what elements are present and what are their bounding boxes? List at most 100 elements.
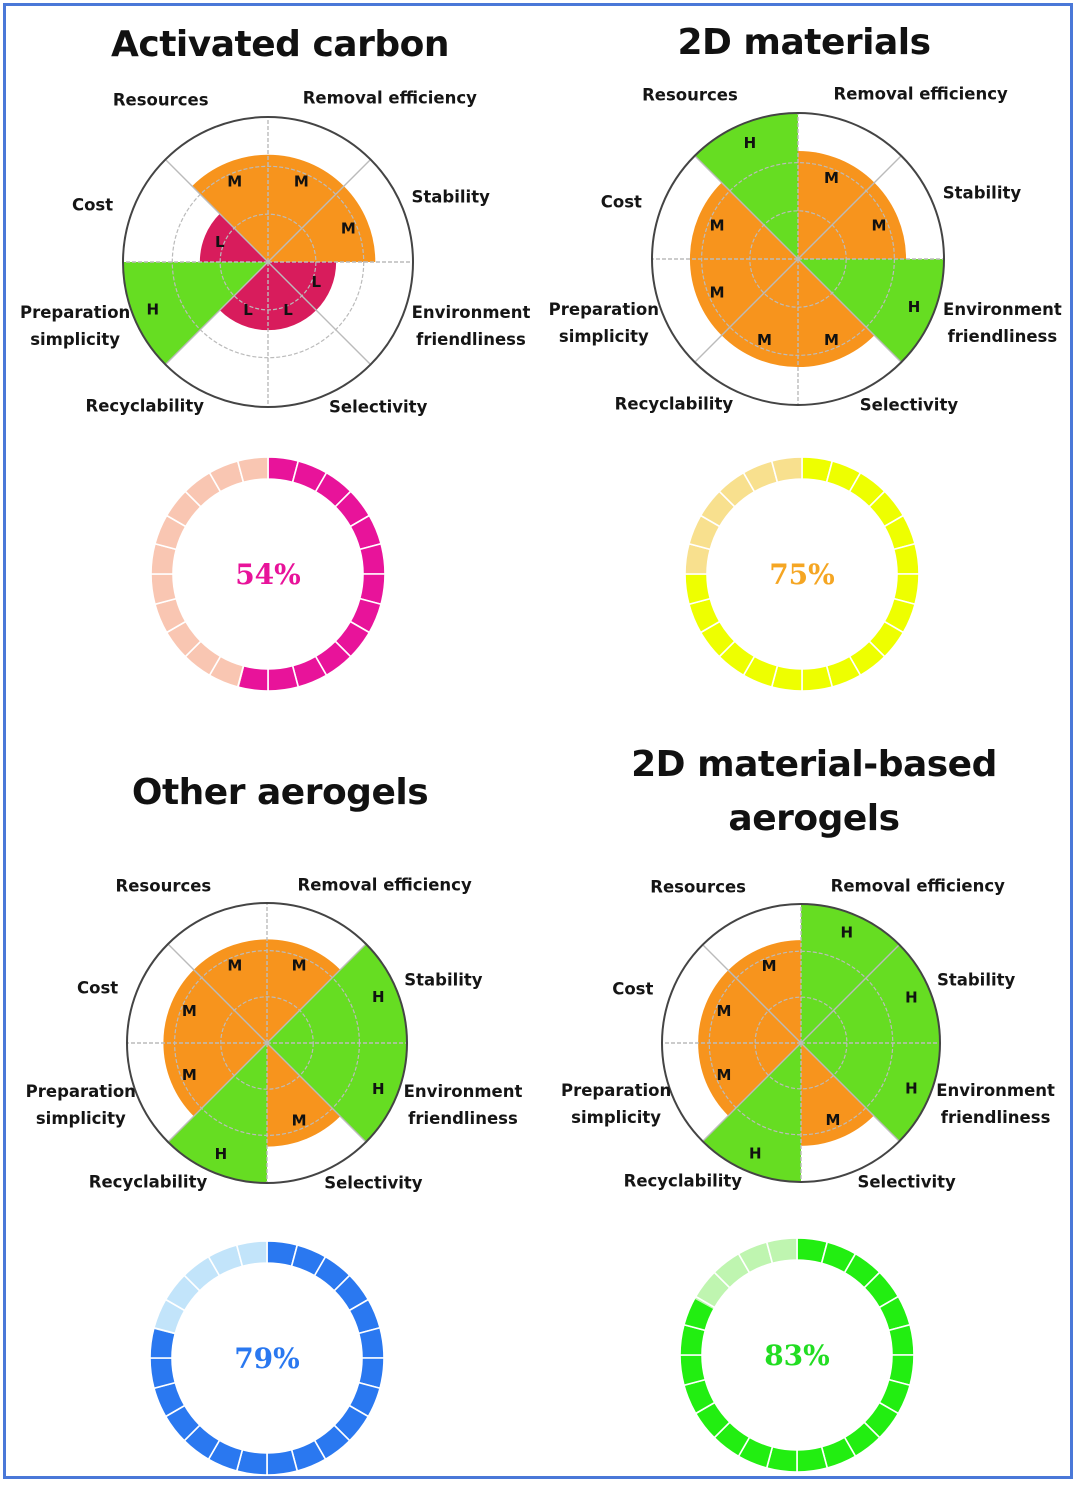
sector-resources <box>694 113 798 259</box>
axis-label-line: friendliness <box>408 1108 518 1128</box>
axis-label-line: Environment <box>936 1081 1055 1101</box>
level-mark: M <box>227 173 242 191</box>
spoke-line <box>694 155 799 260</box>
spoke-line <box>267 158 372 263</box>
level-mark: L <box>283 301 293 319</box>
axis-label-line: Resources <box>112 90 209 110</box>
axis-label-line: Removal efficiency <box>297 875 472 895</box>
level-mark: H <box>905 988 918 1006</box>
axis-label-line: Recyclability <box>85 396 204 416</box>
outer-circle <box>661 903 941 1183</box>
level-mark: M <box>341 220 356 238</box>
score-ring-1: 75% <box>684 456 920 692</box>
axis-label-recyclability: Recyclability <box>86 392 204 419</box>
level-mark: H <box>372 988 385 1006</box>
axis-label-line: friendliness <box>416 329 526 349</box>
panel-title-activated-carbon: Activated carbon <box>60 18 500 72</box>
score-percent-label: 79% <box>234 1342 300 1375</box>
axis-label-removal-efficiency: Removal efficiency <box>297 871 471 898</box>
ring-segment-empty <box>765 1237 798 1265</box>
level-mark: M <box>825 1111 840 1129</box>
sector-environment-friendliness <box>801 1043 940 1142</box>
axis-label-line: Stability <box>942 183 1022 203</box>
axis-label-recyclability: Recyclability <box>615 390 733 417</box>
level-mark: M <box>757 331 772 349</box>
axis-label-line: Stability <box>936 970 1016 990</box>
sector-environment-friendliness <box>798 259 944 363</box>
level-mark: L <box>243 301 253 319</box>
axis-label-line: Preparation <box>560 1081 672 1101</box>
sector-preparation-simplicity <box>123 262 268 365</box>
axis-label-line: Preparation <box>20 302 131 322</box>
level-mark: L <box>311 273 321 291</box>
level-mark: M <box>710 284 725 302</box>
axis-label-line: Resources <box>115 876 212 896</box>
axis-label-selectivity: Selectivity <box>857 1169 955 1196</box>
level-mark: M <box>716 1002 731 1020</box>
sector-removal-efficiency <box>798 150 875 259</box>
axis-label-removal-efficiency: Removal efficiency <box>303 85 477 112</box>
ring-segment-filled <box>679 1354 707 1387</box>
axis-label-line: Cost <box>71 195 114 215</box>
axis-label-line: Resources <box>650 877 746 897</box>
spoke-line <box>702 944 802 1044</box>
axis-label-line: Removal efficiency <box>830 876 1005 896</box>
grid-ring <box>171 165 365 359</box>
sector-removal-efficiency <box>267 939 341 1043</box>
spoke-line <box>266 943 367 1044</box>
level-mark: M <box>710 216 725 234</box>
axis-label-line: simplicity <box>558 327 649 347</box>
outer-circle <box>126 902 408 1184</box>
axis-label-cost: Cost <box>72 192 113 219</box>
axis-label-line: Cost <box>600 192 642 212</box>
ring-segment-filled <box>357 1326 385 1359</box>
axis-label-cost: Cost <box>77 975 118 1002</box>
spoke-line <box>164 261 269 366</box>
level-mark: H <box>749 1144 762 1162</box>
axis-label-resources: Resources <box>116 873 212 900</box>
level-mark: H <box>215 1145 228 1163</box>
axis-label-stability: Stability <box>937 967 1015 994</box>
axis-label-line: Stability <box>404 970 483 990</box>
grid-ring <box>219 213 317 311</box>
ring-segment-filled <box>892 542 920 575</box>
score-percent-label: 83% <box>764 1339 830 1372</box>
sector-recyclability <box>168 1043 267 1183</box>
level-mark: H <box>147 301 160 319</box>
axis-label-recyclability: Recyclability <box>624 1167 742 1194</box>
axis-label-removal-efficiency: Removal efficiency <box>831 872 1005 899</box>
ring-segment-empty <box>236 456 269 484</box>
panel-title-2d-material-based-aerogels: 2D material-based aerogels <box>584 738 1044 846</box>
axis-label-line: Environment <box>411 302 531 322</box>
axis-label-line: Stability <box>411 187 490 207</box>
level-mark: M <box>182 1066 197 1084</box>
sector-cost <box>199 213 268 262</box>
axis-label-line: Cost <box>77 978 119 998</box>
sector-selectivity <box>801 1043 874 1146</box>
level-mark: H <box>744 134 757 152</box>
ring-segment-filled <box>796 1445 829 1473</box>
sector-stability <box>801 944 940 1043</box>
panel-title-other-aerogels: Other aerogels <box>60 766 500 820</box>
axis-label-line: Selectivity <box>859 395 959 415</box>
axis-label-line: friendliness <box>940 1108 1051 1128</box>
axis-label-environment-friendliness: Environment friendliness <box>936 1077 1055 1131</box>
figure-frame <box>3 3 1073 1479</box>
axis-label-environment-friendliness: Environment friendliness <box>412 299 531 353</box>
axis-label-line: Selectivity <box>857 1172 956 1192</box>
sector-resources <box>192 154 268 262</box>
panel-title-line: 2D material-based <box>631 744 997 785</box>
axis-label-preparation-simplicity: Preparation simplicity <box>561 1077 671 1131</box>
sector-removal-efficiency <box>801 904 900 1043</box>
sector-resources <box>728 940 801 1043</box>
ring-segment-empty <box>235 1240 268 1268</box>
sector-preparation-simplicity <box>689 259 798 336</box>
panel-title-line: Activated carbon <box>111 24 449 65</box>
ring-segment-filled <box>887 1323 915 1356</box>
spoke-line <box>702 1042 802 1142</box>
axis-label-stability: Stability <box>943 180 1021 207</box>
ring-segment-empty <box>150 573 178 606</box>
sector-selectivity <box>268 262 317 331</box>
